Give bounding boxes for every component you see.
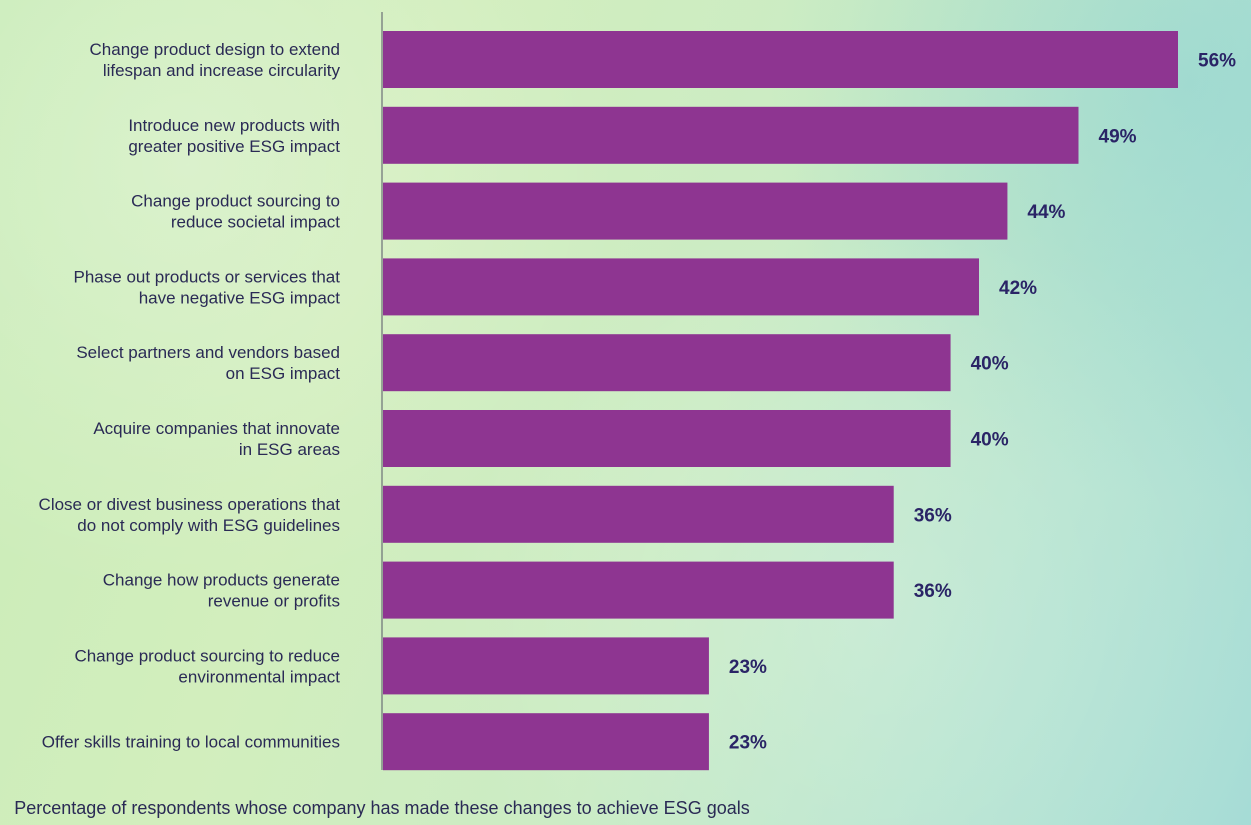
bar-5 <box>383 334 951 392</box>
value-label-4: 42% <box>999 278 1037 299</box>
category-label-7: Close or divest business operations that… <box>39 495 341 535</box>
value-label-5: 40% <box>971 354 1009 375</box>
value-labels-layer: 56% 49% 44% 42% 40% 40% 36% 36% 23% 23% <box>729 51 1236 754</box>
category-label-line: Introduce new products with <box>128 116 340 135</box>
category-label-line: on ESG impact <box>226 364 341 383</box>
bar-3 <box>383 182 1008 240</box>
value-label-7: 36% <box>914 505 952 526</box>
x-axis-label: Percentage of respondents whose company … <box>14 798 750 818</box>
category-label-line: Change product sourcing to reduce <box>74 646 340 665</box>
category-label-line: Phase out products or services that <box>74 267 341 286</box>
bar-9 <box>383 637 709 695</box>
category-label-4: Phase out products or services that have … <box>74 267 341 307</box>
bar-7 <box>383 485 894 543</box>
value-label-9: 23% <box>729 657 767 678</box>
category-labels-layer: Change product design to extend lifespan … <box>39 40 341 752</box>
bar-6 <box>383 410 951 467</box>
category-label-line: Change product sourcing to <box>131 192 340 211</box>
category-label-line: Select partners and vendors based <box>76 343 340 362</box>
category-label-line: lifespan and increase circularity <box>103 61 341 80</box>
bar-10 <box>383 713 709 771</box>
category-label-line: revenue or profits <box>208 592 340 611</box>
bar-8 <box>383 561 894 619</box>
value-label-10: 23% <box>729 733 767 754</box>
category-label-9: Change product sourcing to reduce environ… <box>74 646 340 686</box>
category-label-line: Change product design to extend <box>90 40 340 59</box>
category-label-line: do not comply with ESG guidelines <box>77 516 340 535</box>
value-label-1: 56% <box>1198 51 1236 72</box>
value-label-3: 44% <box>1027 202 1065 223</box>
bars-layer <box>383 31 1178 771</box>
category-label-1: Change product design to extend lifespan … <box>90 40 341 80</box>
bar-4 <box>383 258 979 316</box>
category-label-line: environmental impact <box>178 667 340 686</box>
category-label-line: Offer skills training to local communiti… <box>42 733 340 752</box>
category-label-8: Change how products generate revenue or p… <box>103 571 340 611</box>
category-label-line: have negative ESG impact <box>139 288 341 307</box>
category-label-10: Offer skills training to local communiti… <box>42 733 340 752</box>
category-label-line: Acquire companies that innovate <box>93 419 340 438</box>
bar-1 <box>383 31 1178 88</box>
category-label-line: Close or divest business operations that <box>39 495 341 514</box>
category-label-5: Select partners and vendors based on ESG … <box>76 343 340 383</box>
value-label-8: 36% <box>914 581 952 602</box>
category-label-6: Acquire companies that innovate in ESG ar… <box>93 419 340 459</box>
value-label-2: 49% <box>1099 126 1137 147</box>
bar-2 <box>383 106 1079 164</box>
category-label-line: in ESG areas <box>239 440 340 459</box>
category-label-3: Change product sourcing to reduce societa… <box>131 192 340 232</box>
category-label-line: reduce societal impact <box>171 213 340 232</box>
category-label-line: Change how products generate <box>103 571 340 590</box>
category-label-2: Introduce new products with greater posit… <box>128 116 340 156</box>
category-label-line: greater positive ESG impact <box>128 137 340 156</box>
value-label-6: 40% <box>971 430 1009 451</box>
